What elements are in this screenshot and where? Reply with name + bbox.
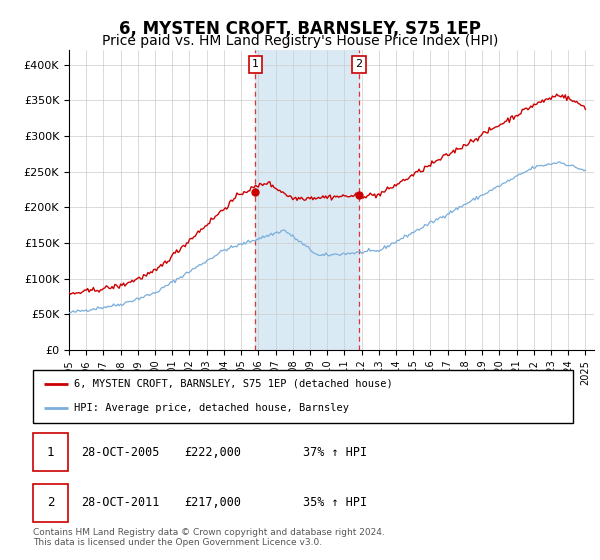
Text: 6, MYSTEN CROFT, BARNSLEY, S75 1EP: 6, MYSTEN CROFT, BARNSLEY, S75 1EP: [119, 20, 481, 38]
Text: 1: 1: [47, 446, 54, 459]
Text: 2: 2: [47, 496, 54, 509]
Text: 28-OCT-2011: 28-OCT-2011: [82, 496, 160, 509]
Text: Contains HM Land Registry data © Crown copyright and database right 2024.: Contains HM Land Registry data © Crown c…: [33, 528, 385, 536]
Text: 1: 1: [252, 59, 259, 69]
Text: Price paid vs. HM Land Registry's House Price Index (HPI): Price paid vs. HM Land Registry's House …: [102, 34, 498, 48]
Bar: [33, 433, 68, 471]
Text: 28-OCT-2005: 28-OCT-2005: [82, 446, 160, 459]
Text: 6, MYSTEN CROFT, BARNSLEY, S75 1EP (detached house): 6, MYSTEN CROFT, BARNSLEY, S75 1EP (deta…: [74, 379, 392, 389]
Text: £222,000: £222,000: [184, 446, 241, 459]
Text: 37% ↑ HPI: 37% ↑ HPI: [303, 446, 367, 459]
Text: 35% ↑ HPI: 35% ↑ HPI: [303, 496, 367, 509]
Text: £217,000: £217,000: [184, 496, 241, 509]
Text: 2: 2: [355, 59, 362, 69]
Text: This data is licensed under the Open Government Licence v3.0.: This data is licensed under the Open Gov…: [33, 538, 322, 547]
Text: HPI: Average price, detached house, Barnsley: HPI: Average price, detached house, Barn…: [74, 403, 349, 413]
Bar: [33, 484, 68, 521]
Bar: [256, 50, 359, 350]
